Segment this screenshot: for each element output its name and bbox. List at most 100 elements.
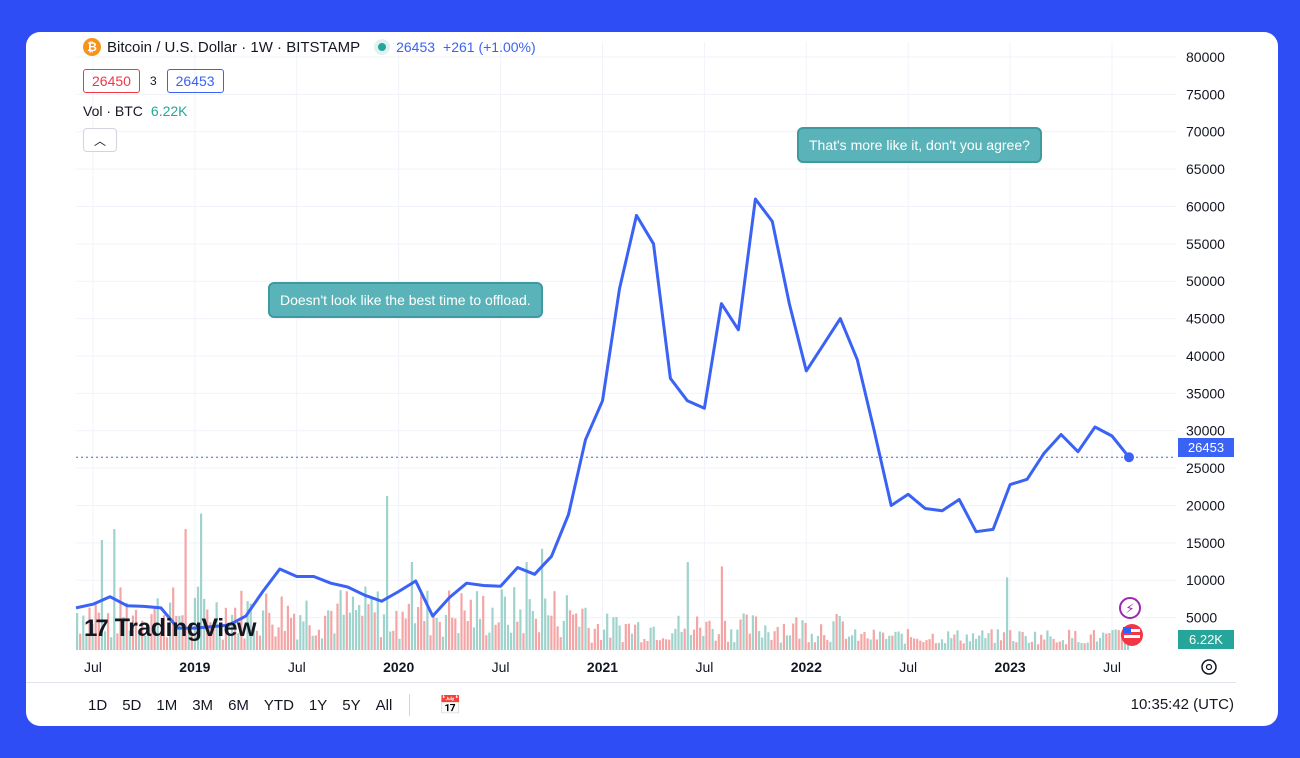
volume-bar (714, 640, 717, 650)
volume-bar (575, 613, 578, 650)
volume-bar (534, 618, 537, 650)
y-tick-label: 75000 (1186, 86, 1225, 102)
volume-bar (444, 614, 448, 650)
volume-bar (224, 607, 227, 650)
market-open-indicator (378, 43, 387, 51)
price-change: +261 (+1.00%) (443, 39, 536, 55)
volume-bar (795, 617, 798, 650)
y-tick-label: 30000 (1186, 423, 1225, 439)
volume-bar (928, 639, 931, 650)
volume-bar (857, 640, 860, 650)
y-tick-label: 55000 (1186, 236, 1225, 252)
volume-bar (469, 599, 472, 650)
volume-bar (1012, 641, 1015, 650)
utc-clock[interactable]: 10:35:42 (UTC) (1130, 696, 1234, 713)
volume-bar (463, 610, 466, 650)
buy-price-button[interactable]: 26453 (166, 69, 224, 93)
tradingview-logo: 17 TradingView (84, 614, 257, 643)
sell-price-button[interactable]: 26450 (83, 69, 140, 93)
range-all-button[interactable]: All (375, 696, 393, 714)
volume-bar (906, 629, 909, 650)
volume-bar (370, 598, 373, 650)
volume-bar (993, 642, 996, 650)
volume-bar (599, 640, 603, 650)
volume-bar (500, 589, 503, 650)
volume-bar (128, 630, 131, 650)
volume-bar (466, 621, 469, 650)
annotation-callout-1[interactable]: Doesn't look like the best time to offlo… (268, 282, 543, 318)
volume-bar (342, 614, 345, 650)
volume-bar (854, 629, 857, 650)
volume-bar (382, 614, 386, 650)
volume-bar (550, 615, 553, 650)
volume-bar (658, 640, 661, 650)
volume-bar (624, 624, 627, 650)
volume-bar (568, 610, 572, 650)
volume-bar (1006, 577, 1009, 650)
range-6m-button[interactable]: 6M (228, 696, 249, 714)
svg-text:6.22K: 6.22K (1189, 632, 1223, 647)
range-1m-button[interactable]: 1M (156, 696, 178, 714)
range-5d-button[interactable]: 5D (122, 696, 142, 714)
volume-bar (196, 586, 200, 650)
volume-bar (423, 621, 426, 650)
range-ytd-button[interactable]: YTD (263, 696, 294, 714)
volume-bar (801, 620, 804, 650)
volume-bar (206, 609, 209, 650)
volume-bar (621, 642, 624, 650)
volume-bar (85, 635, 88, 650)
volume-bar (999, 640, 1002, 650)
volume-bar (1111, 629, 1114, 650)
y-tick-label: 65000 (1186, 161, 1225, 177)
settings-icon[interactable] (1201, 659, 1217, 675)
volume-bar (200, 513, 203, 650)
volume-bar (736, 629, 739, 650)
volume-bar (782, 623, 785, 650)
volume-bar (674, 628, 677, 650)
volume-bar (847, 636, 851, 650)
volume-bar (1024, 636, 1027, 650)
volume-bar (510, 632, 513, 650)
svg-text:⚡: ⚡ (1125, 601, 1134, 616)
calendar-goto-icon[interactable]: 📅 (439, 694, 462, 715)
volume-bar (497, 622, 500, 650)
volume-bar (407, 603, 410, 650)
volume-bar (587, 627, 590, 650)
volume-bar (246, 601, 249, 650)
volume-bar (962, 643, 965, 650)
volume-bar (283, 630, 286, 650)
volume-bar (153, 606, 156, 650)
volume-bar (900, 633, 903, 650)
price-axis: 5000 10000 15000 20000 25000 30000 35000 40000 4… (1186, 49, 1225, 626)
volume-bar (1043, 639, 1046, 650)
volume-bar (937, 642, 940, 650)
y-tick-label: 10000 (1186, 572, 1225, 588)
volume-bar (1083, 643, 1086, 650)
callout-text-2: That's more like it, don't you agree? (809, 137, 1030, 153)
volume-bar (299, 615, 302, 650)
range-5y-button[interactable]: 5Y (342, 696, 361, 714)
volume-bar (184, 529, 187, 650)
volume-bar (971, 633, 975, 650)
range-3m-button[interactable]: 3M (192, 696, 214, 714)
price-chart[interactable]: 5000 10000 15000 20000 25000 30000 35000 40000 4… (26, 32, 1278, 726)
volume-bar (404, 618, 407, 650)
volume-bar (764, 625, 767, 650)
volume-bar (804, 622, 807, 650)
volume-bar (252, 627, 255, 650)
lightning-icon[interactable]: ⚡ (1119, 597, 1141, 619)
annotation-callout-2[interactable]: That's more like it, don't you agree? (797, 127, 1042, 163)
volume-bar (240, 590, 243, 650)
volume-bar (1080, 643, 1083, 650)
volume-bar (1052, 638, 1055, 650)
volume-bar (398, 638, 401, 650)
symbol-title[interactable]: Bitcoin / U.S. Dollar · 1W · BITSTAMP (107, 38, 361, 56)
us-flag-icon[interactable] (1121, 624, 1143, 646)
x-tick-label: Jul (899, 659, 917, 675)
volume-bar (513, 587, 516, 650)
collapse-legend-button[interactable]: ︿ (83, 128, 117, 152)
volume-bar (113, 529, 116, 650)
range-1y-button[interactable]: 1Y (308, 696, 328, 714)
range-1d-button[interactable]: 1D (88, 696, 108, 714)
volume-bar (1037, 644, 1040, 650)
